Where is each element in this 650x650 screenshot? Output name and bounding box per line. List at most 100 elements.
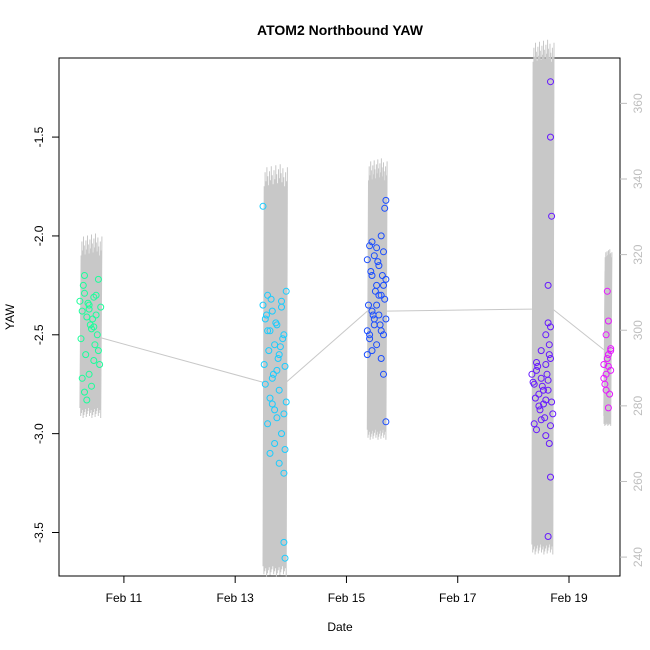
data-point [377, 327, 385, 335]
trace-segment [79, 233, 103, 419]
y2-axis: 240 260 280 300 320 340 360 [620, 93, 645, 567]
y-axis-label: YAW [3, 303, 17, 330]
data-point [535, 402, 543, 410]
data-point [533, 426, 540, 434]
data-point [90, 357, 98, 364]
data-point [83, 396, 91, 404]
data-point [544, 281, 552, 289]
trace-connector [552, 308, 605, 351]
data-point [375, 291, 383, 299]
data-point [261, 315, 269, 323]
data-point [281, 446, 289, 453]
data-point [275, 459, 283, 467]
data-point [373, 244, 381, 252]
data-point [92, 291, 100, 299]
data-point [266, 327, 274, 335]
data-point [542, 396, 550, 404]
data-point [545, 351, 553, 359]
data-point [76, 297, 84, 305]
data-point [94, 347, 102, 355]
data-point [274, 355, 282, 362]
trace-connector [285, 310, 368, 383]
data-point [97, 303, 105, 311]
data-point [268, 307, 276, 315]
data-point [540, 400, 547, 408]
data-point [544, 386, 552, 394]
data-point [547, 422, 554, 430]
data-point [81, 272, 88, 279]
y-tick-label: -1.5 [32, 126, 46, 147]
data-point [281, 554, 289, 562]
data-point [529, 378, 537, 386]
data-point [531, 394, 539, 402]
trace-connector [100, 337, 264, 383]
data-point [378, 272, 386, 279]
data-point [85, 305, 93, 313]
data-point [382, 196, 390, 204]
data-point [368, 347, 376, 355]
y2-tick-label: 360 [631, 93, 645, 113]
data-point [375, 311, 383, 319]
x-tick-label: Feb 15 [328, 591, 366, 605]
y2-tick-label: 280 [631, 396, 645, 416]
data-point [530, 420, 538, 428]
data-point [373, 341, 381, 349]
data-point [81, 388, 88, 396]
data-point [538, 382, 546, 390]
data-points [76, 78, 615, 562]
data-point [537, 416, 545, 424]
y-tick-label: -3.5 [32, 522, 46, 543]
data-point [259, 301, 267, 309]
data-point [280, 331, 288, 339]
data-point [79, 281, 87, 289]
y2-tick-label: 300 [631, 320, 645, 340]
data-point [273, 414, 281, 422]
x-tick-label: Feb 19 [550, 591, 588, 605]
data-point [90, 323, 98, 331]
data-point [544, 376, 552, 384]
data-point [263, 311, 270, 319]
data-point [528, 370, 536, 378]
data-point [366, 335, 374, 343]
data-point [382, 275, 390, 283]
data-point [606, 390, 614, 398]
data-point [607, 366, 615, 374]
data-point [600, 374, 608, 382]
data-point [92, 311, 100, 319]
data-point [259, 202, 267, 210]
data-point [381, 204, 389, 212]
data-point [604, 317, 612, 325]
data-point [380, 281, 387, 289]
data-point [94, 275, 102, 283]
data-point [268, 374, 276, 382]
data-point [603, 287, 611, 295]
data-point [380, 248, 387, 256]
data-point [602, 386, 610, 394]
data-point [377, 232, 385, 240]
data-point [264, 327, 272, 335]
data-point [281, 362, 289, 370]
y2-tick-label: 240 [631, 547, 645, 567]
data-point [279, 335, 287, 343]
data-point [86, 321, 94, 329]
data-point [545, 341, 553, 349]
data-point [267, 295, 275, 303]
data-point [547, 133, 554, 141]
data-point [88, 325, 95, 333]
data-point [81, 289, 88, 297]
data-point [380, 331, 387, 339]
data-point [373, 301, 381, 309]
data-point [545, 440, 553, 447]
data-point [377, 291, 385, 299]
data-point [604, 362, 612, 370]
data-point [604, 404, 612, 412]
data-point [280, 410, 288, 418]
data-point [548, 212, 556, 220]
trace-segment [262, 164, 288, 577]
y2-tick-label: 340 [631, 169, 645, 189]
data-point [280, 538, 288, 546]
data-point [363, 327, 371, 335]
data-point [370, 252, 378, 260]
data-point [371, 287, 379, 295]
